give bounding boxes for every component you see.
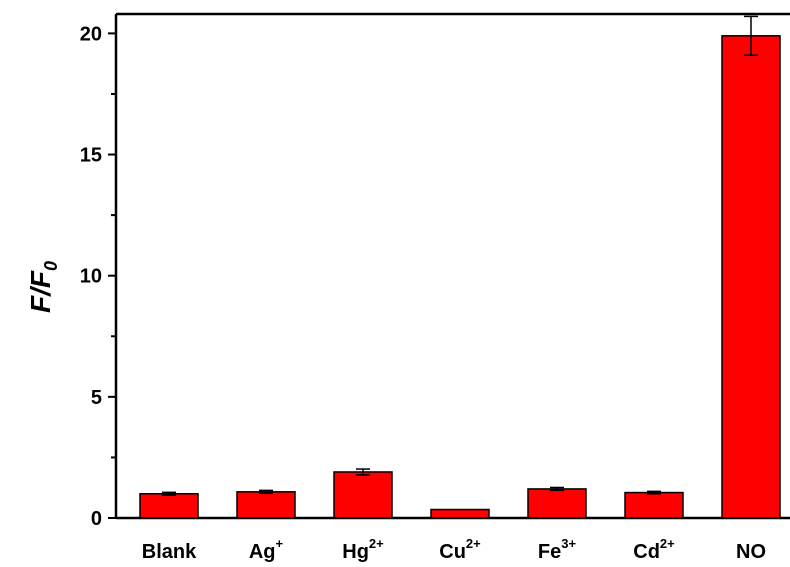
y-tick-label: 5 — [91, 387, 102, 409]
x-tick-label-superscript: 3+ — [561, 536, 576, 551]
bar — [139, 493, 199, 519]
x-tick-label-superscript: 2+ — [660, 536, 675, 551]
x-tick-label-base: Cd — [633, 541, 660, 563]
y-axis-label: F/F0 — [25, 261, 61, 313]
y-tick-label: 15 — [80, 145, 102, 167]
x-tick-label: Fe3+ — [538, 536, 577, 563]
bar — [236, 491, 296, 519]
x-tick-label-base: Cu — [439, 541, 466, 563]
bar — [721, 35, 781, 519]
x-tick-label-base: Fe — [538, 541, 561, 563]
x-tick-label-superscript: 2+ — [369, 536, 384, 551]
plot-frame — [114, 12, 790, 520]
x-tick-label: Blank — [142, 541, 197, 563]
x-tick-label: NO — [736, 541, 766, 563]
x-tick-label: Cu2+ — [439, 536, 481, 563]
bars-group — [139, 15, 781, 519]
bar — [333, 471, 393, 519]
y-axis: 0 5 10 15 20 — [80, 23, 116, 530]
x-tick-label-superscript: + — [276, 536, 284, 551]
x-tick-label-base: Hg — [342, 541, 369, 563]
x-tick-label: Hg2+ — [342, 536, 384, 563]
x-tick-label-superscript: 2+ — [466, 536, 481, 551]
bar — [624, 491, 684, 519]
x-tick-label-base: NO — [736, 541, 766, 563]
y-tick-label: 20 — [80, 23, 102, 45]
y-axis-label-main: F/F — [25, 270, 56, 313]
x-axis: Blank Ag+ Hg2+ Cu2+ Fe3+ Cd2+ NO — [142, 536, 766, 563]
y-tick-label: 10 — [80, 266, 102, 288]
bar — [527, 488, 587, 519]
y-tick-label: 0 — [91, 508, 102, 530]
x-tick-label-base: Ag — [249, 541, 276, 563]
x-tick-label: Ag+ — [249, 536, 284, 563]
x-tick-label-base: Blank — [142, 541, 197, 563]
x-tick-label: Cd2+ — [633, 536, 675, 563]
y-axis-label-sub: 0 — [41, 261, 61, 271]
bar — [430, 508, 490, 519]
